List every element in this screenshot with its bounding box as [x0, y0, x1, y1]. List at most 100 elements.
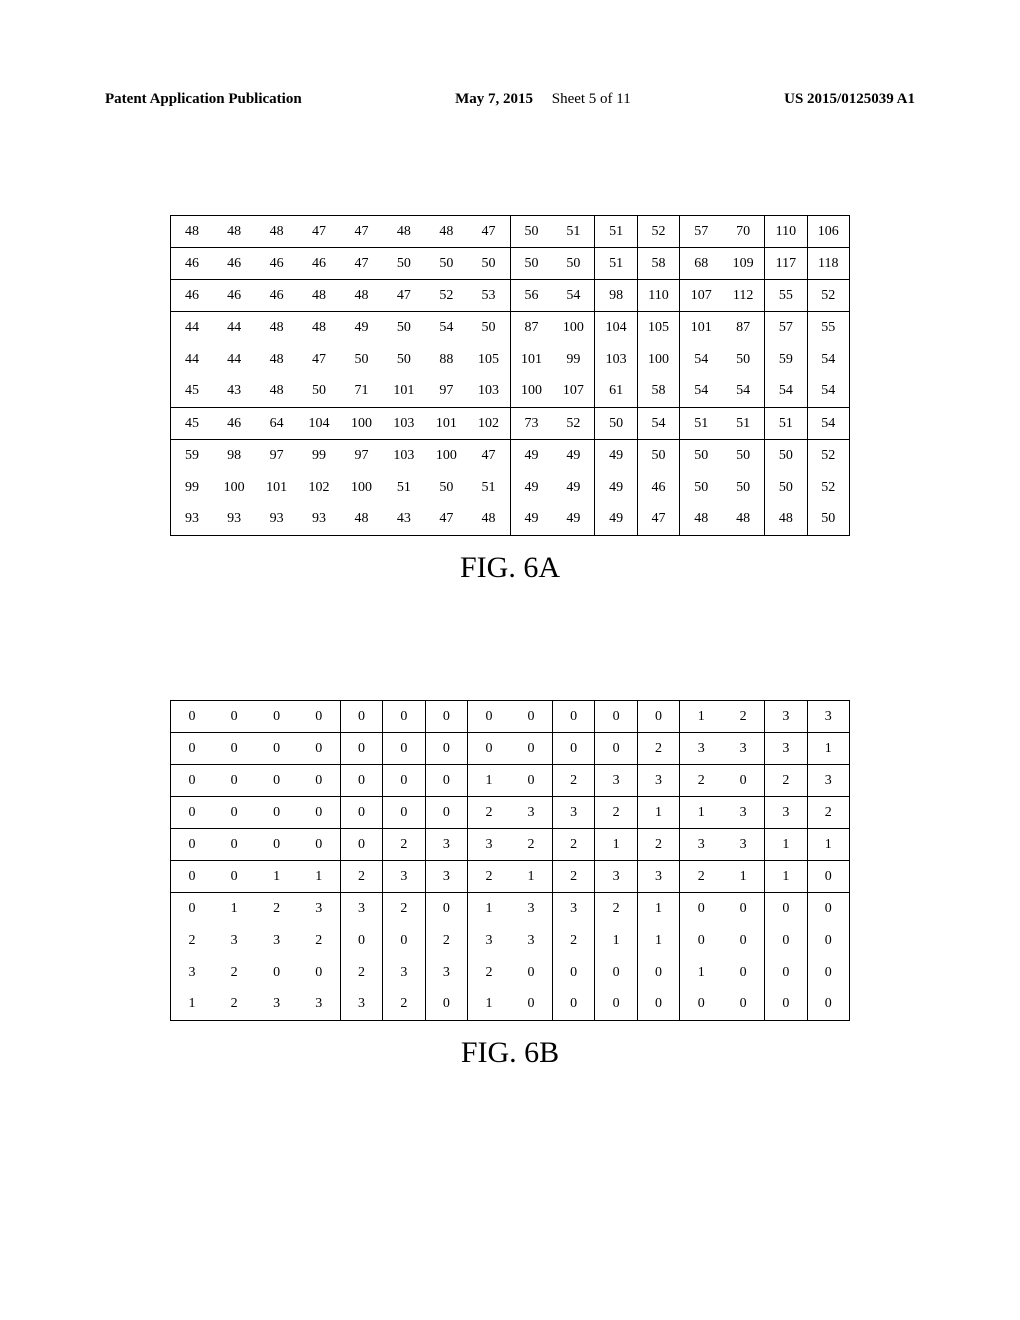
- table-cell: 0: [255, 701, 297, 733]
- table-row: 444448484950545087100104105101875755: [171, 312, 850, 344]
- table-cell: 2: [807, 797, 849, 829]
- table-cell: 54: [637, 408, 679, 440]
- table-cell: 0: [255, 765, 297, 797]
- table-cell: 0: [807, 957, 849, 989]
- table-cell: 52: [807, 472, 849, 504]
- table-cell: 50: [383, 344, 425, 376]
- table-cell: 1: [255, 861, 297, 893]
- table-cell: 48: [722, 504, 764, 536]
- table-cell: 0: [171, 893, 213, 925]
- table-cell: 0: [722, 893, 764, 925]
- header-docnum: US 2015/0125039 A1: [784, 91, 915, 108]
- table-cell: 44: [171, 344, 213, 376]
- table-cell: 48: [340, 504, 382, 536]
- table-cell: 2: [722, 701, 764, 733]
- table-cell: 48: [255, 216, 297, 248]
- table-cell: 101: [510, 344, 552, 376]
- table-row: 454348507110197103100107615854545454: [171, 376, 850, 408]
- table-cell: 97: [425, 376, 467, 408]
- table-cell: 3: [552, 797, 594, 829]
- table-cell: 105: [468, 344, 510, 376]
- table-cell: 3: [425, 829, 467, 861]
- table-cell: 0: [807, 861, 849, 893]
- table-cell: 3: [637, 765, 679, 797]
- table-cell: 54: [765, 376, 807, 408]
- table-cell: 48: [468, 504, 510, 536]
- table-cell: 47: [298, 216, 340, 248]
- table-cell: 0: [765, 893, 807, 925]
- table-cell: 0: [255, 797, 297, 829]
- table-cell: 0: [637, 957, 679, 989]
- table-cell: 101: [383, 376, 425, 408]
- table-cell: 102: [468, 408, 510, 440]
- table-cell: 3: [595, 765, 637, 797]
- table-cell: 2: [171, 925, 213, 957]
- table-cell: 3: [552, 893, 594, 925]
- table-cell: 3: [425, 861, 467, 893]
- table-cell: 0: [552, 701, 594, 733]
- table-cell: 112: [722, 280, 764, 312]
- table-cell: 47: [468, 440, 510, 472]
- table-cell: 0: [680, 893, 722, 925]
- table-cell: 0: [425, 893, 467, 925]
- table-cell: 0: [595, 701, 637, 733]
- table-row: 46464646475050505050515868109117118: [171, 248, 850, 280]
- table-cell: 58: [637, 376, 679, 408]
- table-cell: 47: [340, 248, 382, 280]
- table-cell: 2: [213, 957, 255, 989]
- table-cell: 3: [383, 957, 425, 989]
- table-cell: 1: [807, 733, 849, 765]
- table-cell: 2: [213, 989, 255, 1021]
- table-cell: 50: [383, 248, 425, 280]
- table-cell: 44: [213, 344, 255, 376]
- table-cell: 3: [171, 957, 213, 989]
- table-cell: 107: [552, 376, 594, 408]
- table-cell: 3: [510, 797, 552, 829]
- table-cell: 3: [722, 733, 764, 765]
- table-cell: 48: [255, 344, 297, 376]
- table-cell: 51: [595, 216, 637, 248]
- caption-6a: FIG. 6A: [170, 551, 850, 585]
- table-cell: 48: [255, 312, 297, 344]
- table-cell: 2: [510, 829, 552, 861]
- table-cell: 0: [171, 829, 213, 861]
- table-cell: 3: [298, 893, 340, 925]
- table-cell: 1: [171, 989, 213, 1021]
- table-cell: 103: [383, 408, 425, 440]
- table-cell: 49: [510, 472, 552, 504]
- table-cell: 48: [298, 312, 340, 344]
- table-cell: 46: [213, 408, 255, 440]
- table-cell: 1: [637, 797, 679, 829]
- table-cell: 52: [425, 280, 467, 312]
- table-cell: 0: [298, 733, 340, 765]
- table-cell: 0: [425, 797, 467, 829]
- table-cell: 54: [722, 376, 764, 408]
- header-date: May 7, 2015: [455, 91, 533, 107]
- table-cell: 0: [383, 701, 425, 733]
- table-cell: 117: [765, 248, 807, 280]
- table-cell: 0: [340, 797, 382, 829]
- table-cell: 49: [595, 504, 637, 536]
- table-cell: 48: [298, 280, 340, 312]
- table-cell: 104: [298, 408, 340, 440]
- table-cell: 2: [468, 797, 510, 829]
- table-cell: 47: [468, 216, 510, 248]
- table-cell: 97: [255, 440, 297, 472]
- table-cell: 97: [340, 440, 382, 472]
- table-cell: 50: [510, 216, 552, 248]
- table-cell: 46: [255, 280, 297, 312]
- table-cell: 47: [340, 216, 382, 248]
- table-cell: 51: [595, 248, 637, 280]
- table-cell: 2: [765, 765, 807, 797]
- table-cell: 100: [340, 408, 382, 440]
- table-cell: 52: [637, 216, 679, 248]
- table-cell: 47: [298, 344, 340, 376]
- table-cell: 0: [807, 989, 849, 1021]
- table-cell: 2: [637, 829, 679, 861]
- table-cell: 59: [765, 344, 807, 376]
- table-cell: 110: [637, 280, 679, 312]
- table-row: 0000000000001233: [171, 701, 850, 733]
- table-cell: 51: [552, 216, 594, 248]
- table-cell: 0: [807, 893, 849, 925]
- table-cell: 56: [510, 280, 552, 312]
